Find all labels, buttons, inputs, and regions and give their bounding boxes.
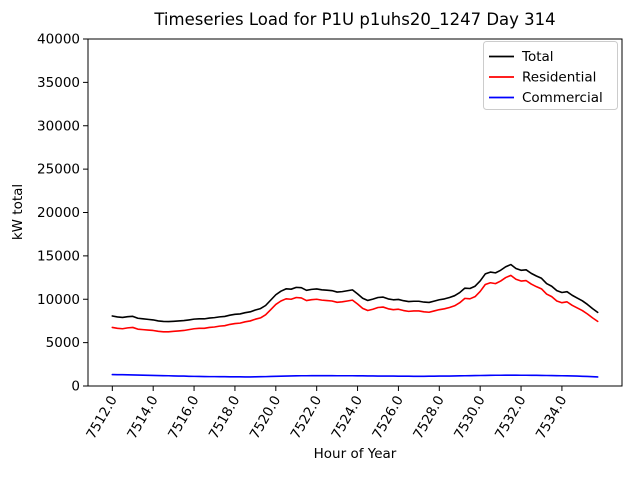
y-tick-label: 15000 xyxy=(37,248,80,264)
series-line-total xyxy=(111,263,599,323)
x-tick-label: 7512.0 xyxy=(83,393,120,442)
x-tick-label: 7524.0 xyxy=(329,393,366,442)
x-tick-label: 7516.0 xyxy=(165,393,202,442)
y-tick-label: 35000 xyxy=(37,75,80,91)
x-tick-label: 7518.0 xyxy=(206,393,243,442)
x-axis-label: Hour of Year xyxy=(314,446,397,462)
y-tick-label: 25000 xyxy=(37,162,80,178)
series-line-residential xyxy=(111,274,599,333)
x-tick-label: 7530.0 xyxy=(451,393,488,442)
x-tick-label: 7528.0 xyxy=(410,393,447,442)
legend-box xyxy=(483,41,618,110)
series-lines xyxy=(111,263,599,378)
y-axis-ticks: 0 5000 10000 15000 20000 25000 30000 35000 40000 xyxy=(37,32,88,395)
legend-label-residential: Residential xyxy=(522,70,596,86)
x-tick-label: 7526.0 xyxy=(369,393,406,442)
y-axis-label: kW total xyxy=(10,184,26,240)
legend: Total Residential Commercial xyxy=(483,41,618,110)
y-tick-label: 20000 xyxy=(37,205,80,221)
y-tick-label: 0 xyxy=(71,379,80,395)
x-tick-label: 7534.0 xyxy=(533,393,570,442)
x-tick-label: 7532.0 xyxy=(492,393,529,442)
series-line-commercial xyxy=(111,373,599,378)
legend-label-total: Total xyxy=(521,49,554,65)
y-tick-label: 10000 xyxy=(37,292,80,308)
chart-title: Timeseries Load for P1U p1uhs20_1247 Day… xyxy=(153,10,555,30)
x-axis-ticks: 7512.0 7514.0 7516.0 7518.0 7520.0 7522.0 7524… xyxy=(83,386,570,442)
legend-label-commercial: Commercial xyxy=(522,90,603,106)
y-tick-label: 40000 xyxy=(37,32,80,48)
x-tick-label: 7522.0 xyxy=(288,393,325,442)
y-tick-label: 30000 xyxy=(37,118,80,134)
y-tick-label: 5000 xyxy=(46,335,80,351)
x-tick-label: 7514.0 xyxy=(124,393,161,442)
x-tick-label: 7520.0 xyxy=(247,393,284,442)
